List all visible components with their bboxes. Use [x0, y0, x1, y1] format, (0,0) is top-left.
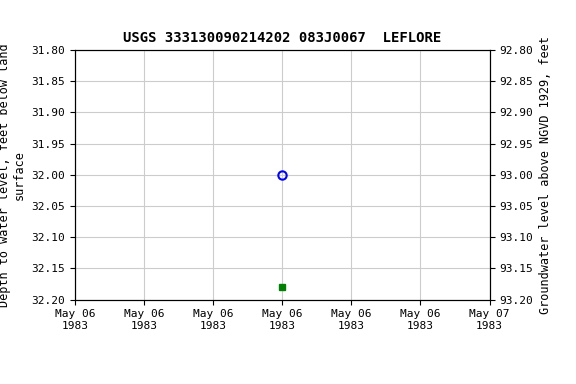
Title: USGS 333130090214202 083J0067  LEFLORE: USGS 333130090214202 083J0067 LEFLORE: [123, 31, 441, 45]
Y-axis label: Depth to water level, feet below land
surface: Depth to water level, feet below land su…: [0, 43, 26, 306]
Y-axis label: Groundwater level above NGVD 1929, feet: Groundwater level above NGVD 1929, feet: [539, 36, 552, 314]
